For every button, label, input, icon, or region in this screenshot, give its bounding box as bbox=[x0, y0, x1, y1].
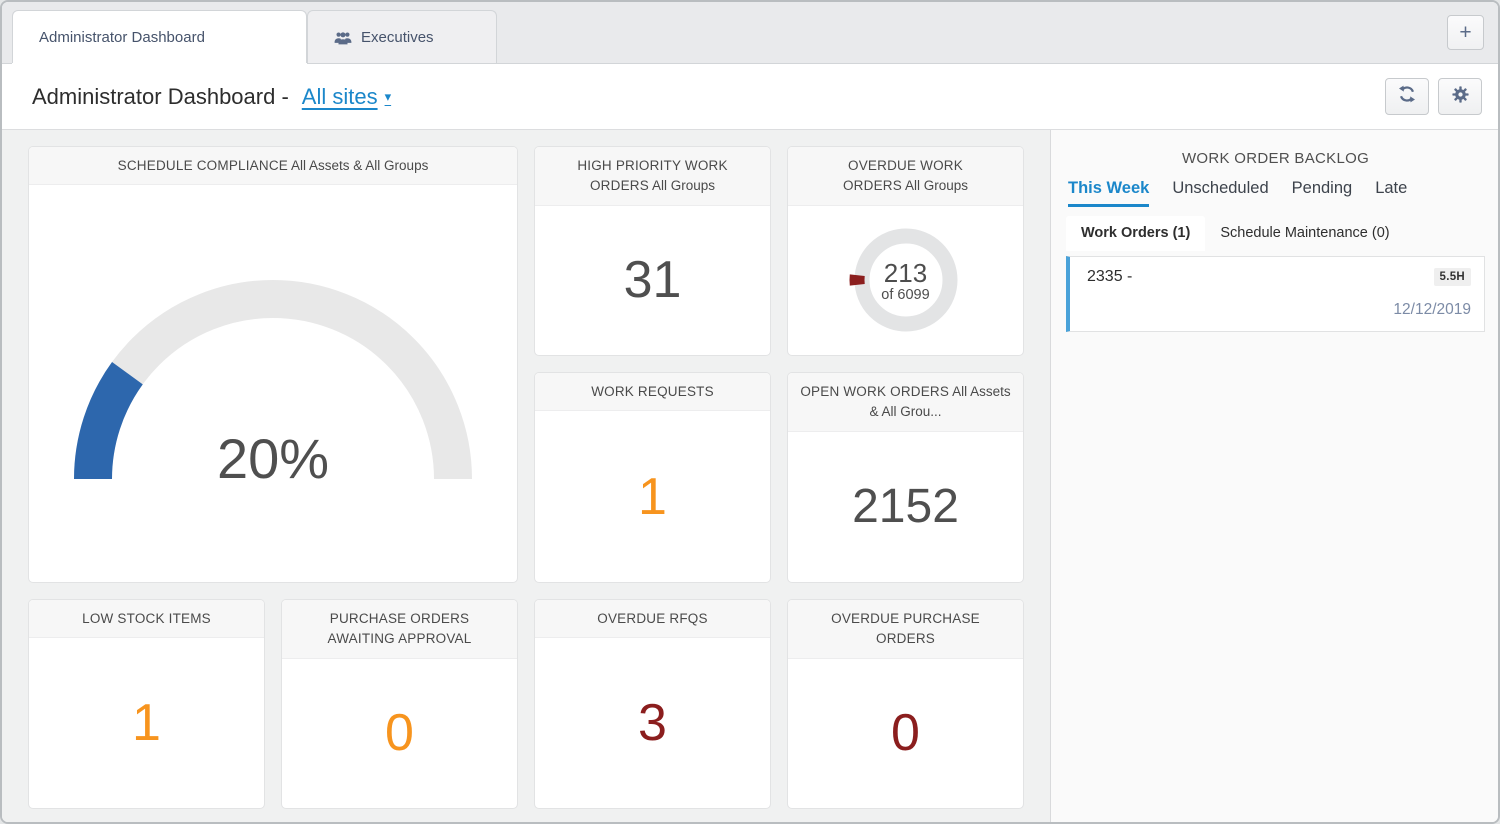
widget-subtitle: All Assets & All Groups bbox=[291, 158, 429, 173]
page-title: Administrator Dashboard - bbox=[32, 83, 289, 109]
tab-label: Executives bbox=[361, 28, 434, 46]
kpi-value: 31 bbox=[623, 251, 682, 310]
kpi-value: 0 bbox=[385, 704, 414, 763]
users-group-icon bbox=[334, 30, 352, 45]
backlog-tab-this-week[interactable]: This Week bbox=[1068, 179, 1150, 207]
widget-subtitle: All Groups bbox=[651, 178, 715, 194]
kpi-value: 3 bbox=[638, 694, 667, 753]
widget-title: OPEN WORK ORDERS bbox=[800, 384, 950, 399]
backlog-tab-pending[interactable]: Pending bbox=[1291, 179, 1353, 197]
widget-title: SCHEDULE COMPLIANCE bbox=[117, 158, 288, 173]
tab-executives[interactable]: Executives bbox=[307, 10, 497, 63]
kpi-value: 0 bbox=[891, 704, 920, 763]
work-order-id: 2335 - bbox=[1087, 268, 1133, 285]
refresh-button[interactable] bbox=[1385, 78, 1429, 115]
widget-schedule-compliance[interactable]: SCHEDULE COMPLIANCE All Assets & All Gro… bbox=[28, 146, 518, 583]
kpi-value: 1 bbox=[132, 694, 161, 753]
schedule-compliance-gauge: 20% bbox=[53, 269, 493, 499]
widget-overdue-rfqs[interactable]: OVERDUE RFQS 3 bbox=[534, 599, 771, 809]
widget-subtitle: All Assets & All Grou... bbox=[869, 384, 1011, 420]
overdue-work-orders-donut: 213 of 6099 bbox=[844, 218, 968, 342]
backlog-tabs: This Week Unscheduled Pending Late bbox=[1066, 179, 1485, 207]
widget-subtitle: All Groups bbox=[904, 178, 968, 194]
widget-purchase-orders-awaiting-approval[interactable]: PURCHASE ORDERS AWAITING APPROVAL 0 bbox=[281, 599, 518, 809]
widget-title: WORK REQUESTS bbox=[591, 384, 714, 399]
subtab-work-orders[interactable]: Work Orders (1) bbox=[1066, 216, 1206, 251]
kpi-value: 2152 bbox=[852, 480, 959, 534]
tab-label: Administrator Dashboard bbox=[39, 28, 205, 46]
subtab-schedule-maintenance[interactable]: Schedule Maintenance (0) bbox=[1220, 225, 1390, 241]
widget-high-priority-work-orders[interactable]: HIGH PRIORITY WORK ORDERS All Groups 31 bbox=[534, 146, 771, 356]
dashboard-widgets-area: SCHEDULE COMPLIANCE All Assets & All Gro… bbox=[2, 130, 1050, 822]
add-tab-button[interactable]: + bbox=[1447, 15, 1484, 50]
widget-work-requests[interactable]: WORK REQUESTS 1 bbox=[534, 372, 771, 583]
donut-total: of 6099 bbox=[881, 287, 930, 304]
donut-value: 213 bbox=[883, 258, 928, 289]
page-header: Administrator Dashboard - All sites ▾ bbox=[2, 64, 1498, 130]
chevron-down-icon: ▾ bbox=[384, 88, 392, 104]
widget-low-stock-items[interactable]: LOW STOCK ITEMS 1 bbox=[28, 599, 265, 809]
dashboard-tab-strip: Administrator Dashboard Executives + bbox=[2, 2, 1498, 64]
widget-title: PURCHASE ORDERS AWAITING APPROVAL bbox=[327, 611, 472, 647]
backlog-subtabs: Work Orders (1) Schedule Maintenance (0) bbox=[1066, 216, 1485, 251]
widget-title: LOW STOCK ITEMS bbox=[82, 611, 211, 626]
gear-icon bbox=[1451, 85, 1469, 108]
widget-title: HIGH PRIORITY WORK ORDERS bbox=[577, 158, 728, 194]
settings-button[interactable] bbox=[1438, 78, 1482, 115]
widget-title: OVERDUE PURCHASE ORDERS bbox=[831, 611, 980, 647]
kpi-value: 1 bbox=[638, 467, 667, 526]
work-order-due-date: 12/12/2019 bbox=[1393, 301, 1471, 318]
work-order-hours-badge: 5.5H bbox=[1433, 268, 1471, 286]
site-selector-dropdown[interactable]: All sites ▾ bbox=[301, 83, 392, 109]
refresh-icon bbox=[1398, 85, 1416, 108]
widget-overdue-purchase-orders[interactable]: OVERDUE PURCHASE ORDERS 0 bbox=[787, 599, 1024, 809]
widget-title: OVERDUE WORK ORDERS bbox=[842, 158, 963, 194]
gauge-value: 20% bbox=[216, 426, 330, 490]
widget-open-work-orders[interactable]: OPEN WORK ORDERS All Assets & All Grou..… bbox=[787, 372, 1024, 583]
work-order-list-item[interactable]: 2335 - 5.5H 12/12/2019 bbox=[1066, 256, 1485, 332]
work-order-backlog-panel: WORK ORDER BACKLOG This Week Unscheduled… bbox=[1050, 130, 1498, 822]
backlog-title: WORK ORDER BACKLOG bbox=[1181, 150, 1370, 167]
tab-administrator-dashboard[interactable]: Administrator Dashboard bbox=[12, 10, 307, 63]
widget-title: OVERDUE RFQS bbox=[597, 611, 708, 626]
backlog-tab-late[interactable]: Late bbox=[1375, 179, 1408, 197]
backlog-tab-unscheduled[interactable]: Unscheduled bbox=[1172, 179, 1269, 197]
widget-overdue-work-orders[interactable]: OVERDUE WORK ORDERS All Groups 213 of 60… bbox=[787, 146, 1024, 356]
